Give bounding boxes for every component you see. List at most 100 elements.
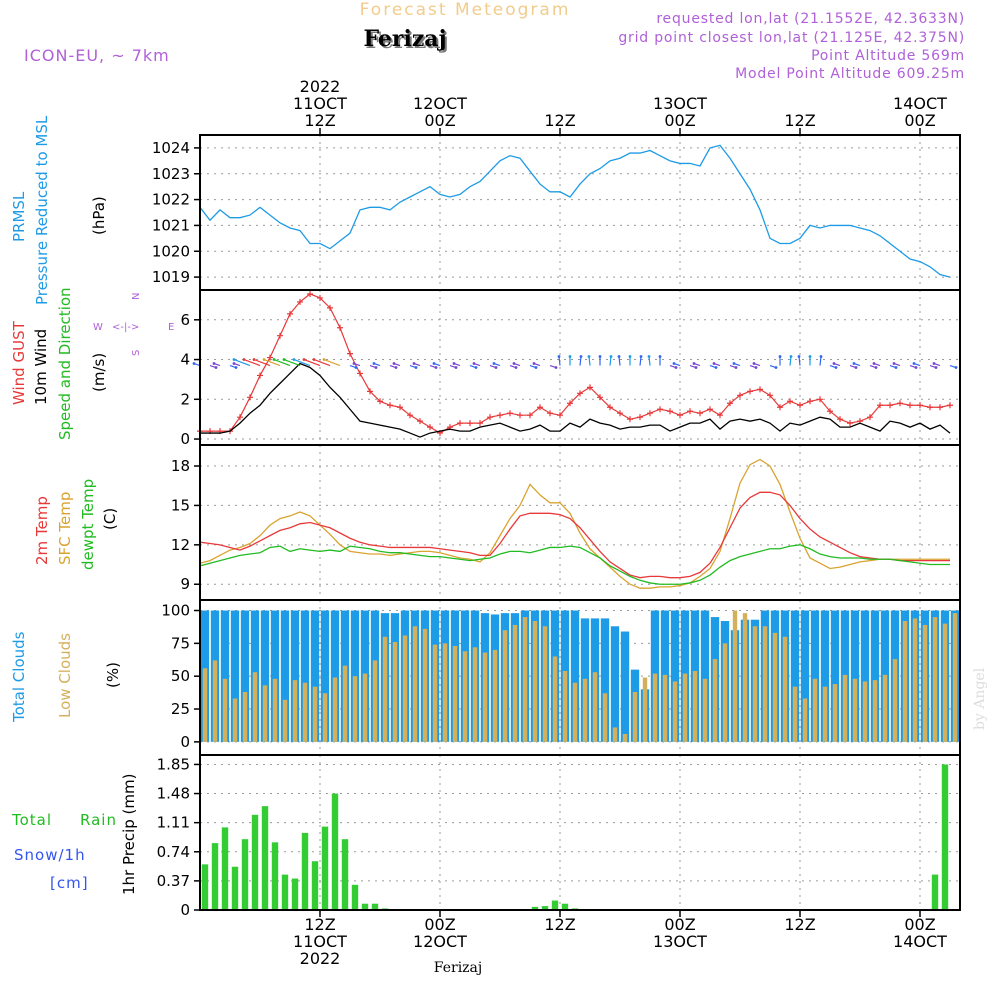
- low-cloud-bar: [802, 698, 808, 742]
- precip-bar: [281, 874, 289, 910]
- wind-ytick-label: 6: [180, 311, 190, 329]
- low-cloud-bar: [842, 674, 848, 742]
- hpa-label: (hPa): [90, 196, 108, 235]
- total-clouds-label: Total Clouds: [10, 631, 28, 723]
- gust-marker: [297, 298, 303, 305]
- temp-dewpt-label: dewpt Temp: [79, 479, 97, 570]
- total-cloud-bar: [570, 610, 580, 742]
- precip-bar: [351, 884, 359, 910]
- bottom-time-label: 00Z: [904, 915, 935, 934]
- total-cloud-bar: [860, 610, 870, 742]
- gust-marker: [417, 418, 423, 425]
- gust-marker: [507, 410, 513, 417]
- gust-marker: [787, 398, 793, 405]
- gust-marker: [287, 310, 293, 317]
- low-cloud-bar: [332, 677, 338, 742]
- low-cloud-bar: [872, 680, 878, 742]
- pressure-ytick-label: 1021: [152, 216, 190, 234]
- wind-arrow: [618, 356, 621, 366]
- gust-marker: [487, 414, 493, 421]
- wind-arrow-head: [232, 358, 236, 361]
- precip-bars: [201, 764, 949, 910]
- low-cloud-bar: [762, 626, 768, 742]
- precip-grid: [194, 755, 960, 911]
- top-time-label: 12OCT: [413, 94, 467, 113]
- wind-arrow-head: [292, 358, 296, 361]
- wind-arrow-head: [852, 362, 856, 365]
- wind-dir-label: Speed and Direction: [56, 287, 74, 440]
- total-cloud-bar: [600, 618, 610, 742]
- wind-arrow: [579, 356, 582, 366]
- wind-arrow-head: [532, 362, 536, 365]
- low-cloud-bar: [722, 643, 728, 742]
- low-cloud-bar: [442, 643, 448, 742]
- temp-frame: [199, 444, 961, 601]
- gust-marker: [627, 416, 633, 423]
- compass-arrows: <-|->: [112, 322, 139, 333]
- wind-arrow-head: [514, 366, 518, 369]
- temp-ytick-label: 18: [171, 457, 190, 475]
- bottom-time-label: 12OCT: [413, 932, 467, 951]
- precip-bar: [561, 903, 569, 910]
- precip-ytick-label: 1.85: [157, 755, 190, 773]
- compass-south: S: [131, 350, 142, 356]
- gust-marker: [937, 404, 943, 411]
- total-cloud-bar: [790, 610, 800, 742]
- wind-arrow: [789, 356, 792, 366]
- gust-marker: [917, 402, 923, 409]
- low-cloud-bar: [622, 733, 628, 742]
- wind-arrow: [798, 356, 801, 366]
- wind-arrow: [588, 356, 591, 366]
- gust-marker: [577, 390, 583, 397]
- snow-label: Snow/1h: [14, 846, 86, 864]
- gust-marker: [327, 304, 333, 311]
- gust-marker: [557, 412, 563, 419]
- wind-arrow-head: [232, 362, 236, 365]
- low-clouds-label: Low Clouds: [56, 633, 74, 718]
- total-cloud-bar: [240, 610, 250, 742]
- credit-watermark: by Angel: [972, 667, 988, 730]
- total-cloud-bar: [810, 610, 820, 742]
- bottom-time-label: 2022: [300, 949, 341, 968]
- temp-ytick-label: 9: [180, 575, 190, 593]
- total-cloud-bar: [220, 610, 230, 742]
- wind-arrow-head: [694, 366, 698, 369]
- gust-marker: [687, 408, 693, 415]
- low-cloud-bar: [402, 635, 408, 742]
- wind-arrow-head: [732, 362, 736, 365]
- precip-ytick-label: 1.48: [157, 785, 190, 803]
- gust-marker: [777, 404, 783, 411]
- gust-marker: [847, 420, 853, 427]
- precip-bar: [231, 866, 239, 910]
- wind-arrow-head: [472, 362, 476, 365]
- gust-markers: [197, 290, 953, 437]
- gust-marker: [607, 404, 613, 411]
- gust-marker: [367, 388, 373, 395]
- total-cloud-bar: [280, 610, 290, 742]
- rain-label: Rain: [80, 811, 117, 829]
- wind-labels: Wind GUST 10m Wind Speed and Direction (…: [10, 287, 108, 440]
- low-cloud-bar: [912, 618, 918, 742]
- low-cloud-bar: [482, 652, 488, 742]
- wind-arrow-head: [312, 358, 316, 361]
- wind-arrow: [233, 358, 251, 367]
- precip-bar: [361, 903, 369, 910]
- wind-arrow-head: [242, 358, 246, 361]
- wind-arrow-head: [454, 366, 458, 369]
- precip-bar: [291, 878, 299, 910]
- gust-marker: [717, 412, 723, 419]
- total-cloud-bar: [620, 631, 630, 742]
- wind-arrow-head: [354, 366, 358, 369]
- precip-bar: [301, 832, 309, 910]
- wind-arrow: [283, 358, 301, 367]
- low-cloud-bar: [592, 672, 598, 742]
- low-cloud-bar: [852, 678, 858, 742]
- wind-arrow-head: [262, 358, 266, 361]
- low-cloud-bar: [302, 682, 308, 742]
- low-cloud-bar: [692, 670, 698, 742]
- gust-marker: [267, 354, 273, 361]
- precip-bar: [261, 806, 269, 910]
- gust-marker: [807, 398, 813, 405]
- wind-arrow-head: [647, 355, 651, 358]
